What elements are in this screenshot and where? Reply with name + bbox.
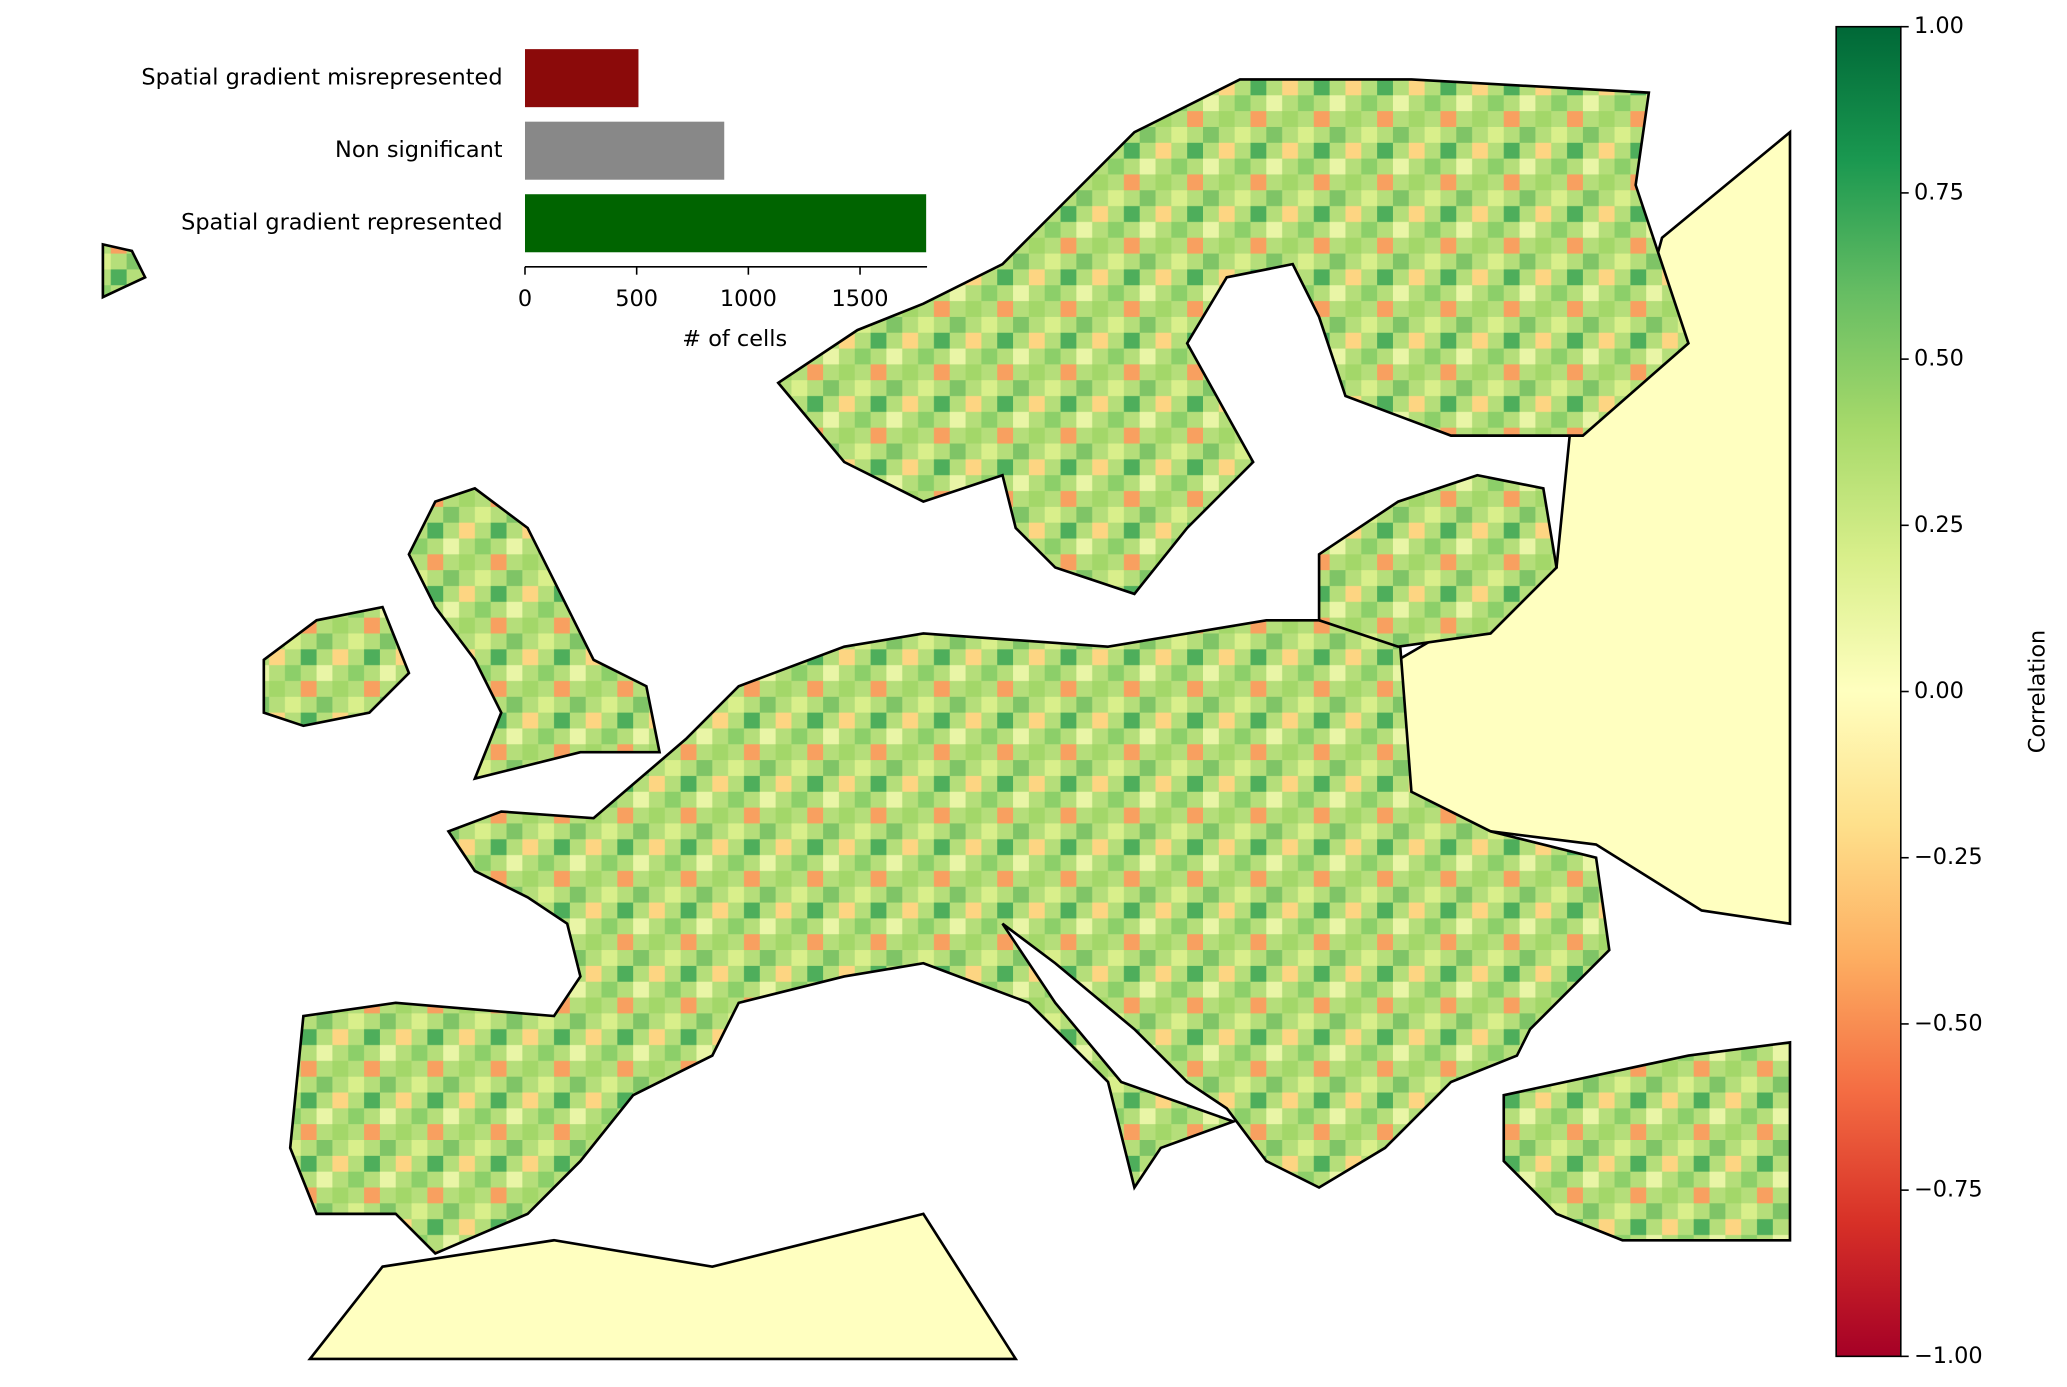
x-axis-label: # of cells — [682, 326, 787, 352]
y-tick-label: Non significant — [335, 137, 503, 163]
map — [101, 78, 1792, 1361]
colorbar-tick-label: 1.00 — [1914, 13, 1964, 39]
colorbar — [1835, 25, 1902, 1358]
land — [1317, 473, 1558, 649]
land — [776, 78, 1690, 596]
colorbar-tick-label: −0.75 — [1914, 1177, 1983, 1203]
land — [288, 618, 1611, 1256]
y-tick-label: Spatial gradient represented — [181, 210, 502, 236]
bar — [524, 194, 927, 253]
x-tick-label: 500 — [615, 286, 658, 312]
land — [101, 242, 147, 300]
land — [1502, 1040, 1792, 1242]
colorbar-tick-label: −0.50 — [1914, 1010, 1983, 1036]
colorbar-tick-label: 0.75 — [1914, 179, 1964, 205]
bar — [524, 121, 725, 180]
colorbar-label: Correlation — [2024, 630, 2050, 754]
y-tick-label: Spatial gradient misrepresented — [141, 65, 502, 91]
land — [407, 486, 662, 781]
x-tick-label: 1000 — [720, 286, 777, 312]
colorbar-tick-label: 0.25 — [1914, 512, 1964, 538]
colorbar-tick-label: 0.50 — [1914, 346, 1964, 372]
x-tick-label: 1500 — [832, 286, 889, 312]
x-tick-label: 0 — [518, 286, 532, 312]
colorbar-tick-label: 0.00 — [1914, 678, 1964, 704]
bar — [524, 49, 639, 108]
colorbar-tick-label: −0.25 — [1914, 844, 1983, 870]
colorbar-tick-label: −1.00 — [1914, 1343, 1983, 1369]
land — [262, 605, 411, 728]
background-land — [307, 1212, 1019, 1361]
